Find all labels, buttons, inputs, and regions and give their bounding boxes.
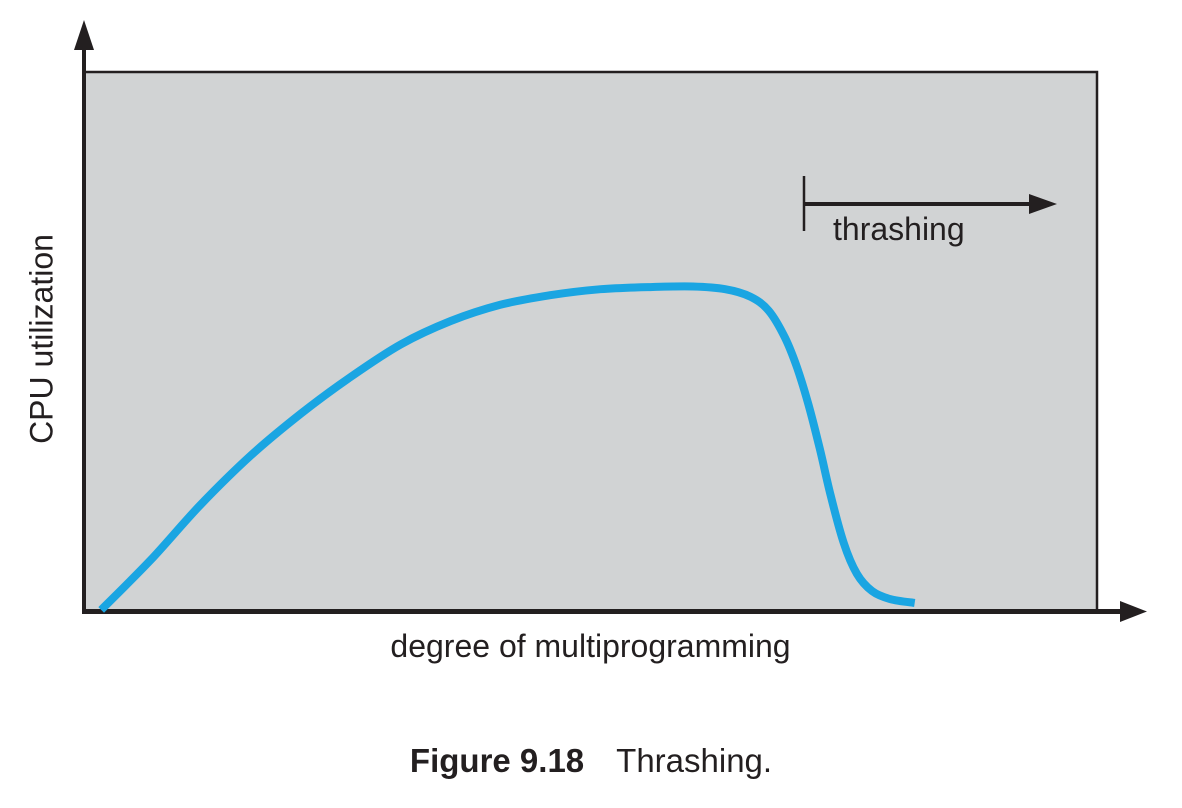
x-axis-label: degree of multiprogramming — [390, 628, 791, 664]
plot-background — [82, 70, 1099, 613]
thrashing-annotation-label: thrashing — [833, 211, 965, 247]
y-axis-arrowhead-icon — [74, 20, 94, 50]
y-axis-label: CPU utilization — [23, 234, 60, 444]
figure-caption-number: Figure 9.18 — [409, 742, 585, 779]
utilization-curve — [98, 282, 916, 613]
thrashing-arrowhead-icon — [1029, 194, 1057, 214]
figure-caption-title: Thrashing. — [616, 742, 773, 779]
x-axis-arrowhead-icon — [1120, 601, 1147, 622]
figure-caption: Figure 9.18 Thrashing. — [0, 742, 1182, 780]
